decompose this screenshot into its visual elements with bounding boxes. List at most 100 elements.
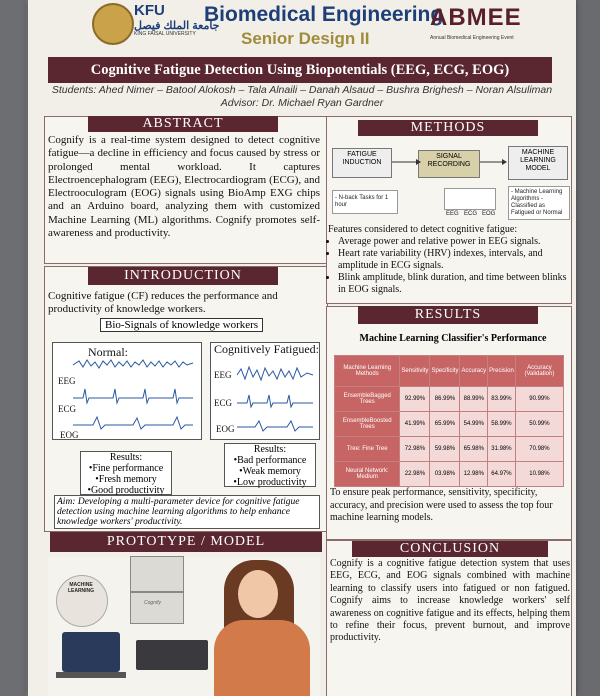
table-cell: 72.98% [399, 436, 431, 462]
table-cell: 50.99% [514, 411, 565, 437]
fatigued-label-eog: EOG [216, 424, 235, 434]
table-row: Neural Network: Medium 22.98% 03.98% 12.… [333, 461, 565, 487]
table-cell: 31.98% [487, 436, 516, 462]
feature-eog: Blink amplitude, blink duration, and tim… [338, 272, 568, 296]
normal-result-1: •Fine performance [88, 463, 164, 474]
feature-ecg: Heart rate variability (HRV) indexes, in… [338, 248, 568, 272]
row-method: EnsembleBagged Trees [333, 386, 401, 412]
device-label: Cognify [144, 600, 161, 606]
normal-signals-panel [52, 342, 202, 440]
university-logo-icon [92, 3, 134, 45]
device-screen-icon [130, 592, 184, 624]
column-header: Accuracy [459, 355, 489, 387]
table-row: Tree: Fine Tree 72.98% 59.98% 65.98% 31.… [333, 436, 565, 462]
column-header: Specificity [429, 355, 461, 387]
course-title: Senior Design II [241, 29, 370, 48]
advisor-line: Advisor: Dr. Michael Ryan Gardner [220, 97, 384, 109]
fatigued-results: Results: •Bad performance •Weak memory •… [224, 443, 316, 488]
students-line: Students: Ahed Nimer – Batool Alokosh – … [51, 84, 553, 96]
table-cell: 12.98% [459, 461, 489, 487]
prototype-heading: PROTOTYPE / MODEL [50, 532, 322, 552]
signal-label-eog: EOG [60, 430, 79, 440]
poster: KFU جامعة الملك فيصل KING FAISAL UNIVERS… [28, 0, 576, 696]
conclusion-text: Cognify is a cognitive fatigue detection… [330, 558, 570, 644]
university-abbrev: KFU [134, 2, 165, 19]
features-intro: Features considered to detect cognitive … [328, 224, 518, 235]
normal-results: Results: •Fine performance •Fresh memory… [80, 451, 172, 496]
table-cell: 41.99% [399, 411, 431, 437]
normal-title: Normal: [88, 345, 128, 359]
poster-header: KFU جامعة الملك فيصل KING FAISAL UNIVERS… [28, 0, 576, 56]
person-face-icon [238, 570, 278, 618]
normal-result-2: •Fresh memory [95, 474, 157, 485]
signal-icons-box [444, 188, 496, 210]
methods-heading: METHODS [358, 120, 538, 136]
fatigued-title: Cognitively Fatigued: [214, 342, 319, 356]
results-table-title: Machine Learning Classifier's Performanc… [359, 333, 547, 344]
fatigued-results-title: Results: [253, 444, 287, 455]
conclusion-panel [326, 540, 572, 696]
table-cell: 03.98% [429, 461, 461, 487]
fatigued-result-3: •Low productivity [233, 477, 307, 488]
abstract-heading: ABSTRACT [88, 116, 278, 132]
signal-label-ecg: ECG [58, 404, 76, 414]
feature-eeg: Average power and relative power in EEG … [338, 236, 568, 248]
column-header: Precision [487, 355, 516, 387]
row-method: Neural Network: Medium [333, 461, 401, 487]
fatigued-label-eeg: EEG [214, 370, 232, 380]
table-cell: 22.98% [399, 461, 431, 487]
table-cell: 90.99% [514, 386, 565, 412]
column-header: Machine Learning Methods [333, 355, 401, 387]
table-cell: 64.97% [487, 461, 516, 487]
table-cell: 88.99% [459, 386, 489, 412]
flow-step-recording: SIGNAL RECORDING [418, 150, 480, 178]
machine-learning-icon [56, 575, 108, 627]
university-name-arabic: جامعة الملك فيصل [134, 20, 220, 32]
results-heading: RESULTS [358, 306, 538, 324]
conclusion-heading: CONCLUSION [352, 541, 548, 557]
signal-label-eeg: EEG [58, 376, 76, 386]
table-cell: 65.98% [459, 436, 489, 462]
table-cell: 83.99% [487, 386, 516, 412]
table-row: EnsembleBoosted Trees 41.99% 65.99% 54.9… [333, 411, 565, 437]
results-table: Machine Learning Methods Sensitivity Spe… [333, 355, 565, 487]
circuit-board-icon [130, 556, 184, 592]
table-cell: 86.99% [429, 386, 461, 412]
icon-label-eeg: EEG [446, 211, 459, 217]
machine-learning-label: MACHINE LEARNING [67, 582, 95, 594]
table-cell: 92.99% [399, 386, 431, 412]
flow-arrows [392, 159, 507, 165]
column-header: Accuracy (Validation) [514, 355, 565, 387]
table-cell: 70.98% [514, 436, 565, 462]
introduction-heading: INTRODUCTION [88, 267, 278, 285]
induction-detail: - N-back Tasks for 1 hour [332, 190, 398, 214]
icon-label-ecg: ECG [464, 211, 478, 217]
flow-step-induction: FATIGUE INDUCTION [332, 148, 392, 178]
person-body [214, 620, 310, 696]
table-cell: 10.98% [514, 461, 565, 487]
poster-title: Cognitive Fatigue Detection Using Biopot… [48, 57, 552, 83]
laptop-icon [62, 632, 120, 672]
table-row: EnsembleBagged Trees 92.99% 86.99% 88.99… [333, 386, 565, 412]
results-text: To ensure peak performance, sensitivity,… [330, 487, 553, 523]
event-logo: ABMEE [430, 4, 522, 31]
laptop-base [56, 672, 126, 678]
normal-signals-graphic [72, 359, 194, 430]
aim-statement: Aim: Developing a multi-parameter device… [54, 495, 320, 529]
fatigued-result-1: •Bad performance [233, 455, 307, 466]
background-left [0, 0, 26, 696]
fatigued-label-ecg: ECG [214, 398, 232, 408]
introduction-text: Cognitive fatigue (CF) reduces the perfo… [48, 290, 278, 315]
normal-results-title: Results: [109, 452, 143, 463]
background-right [572, 0, 600, 696]
abstract-text: Cognify is a real-time system designed t… [48, 134, 320, 240]
table-cell: 59.98% [429, 436, 461, 462]
table-header-row: Machine Learning Methods Sensitivity Spe… [333, 355, 565, 387]
cognify-device-icon [136, 640, 208, 670]
fatigued-signals-graphic [236, 365, 314, 432]
normal-result-3: •Good productivity [87, 485, 165, 496]
fatigued-result-2: •Weak memory [239, 466, 301, 477]
university-name-english: KING FAISAL UNIVERSITY [134, 31, 196, 37]
table-cell: 58.99% [487, 411, 516, 437]
flow-step-ml-model: MACHINE LEARNING MODEL [508, 146, 568, 180]
